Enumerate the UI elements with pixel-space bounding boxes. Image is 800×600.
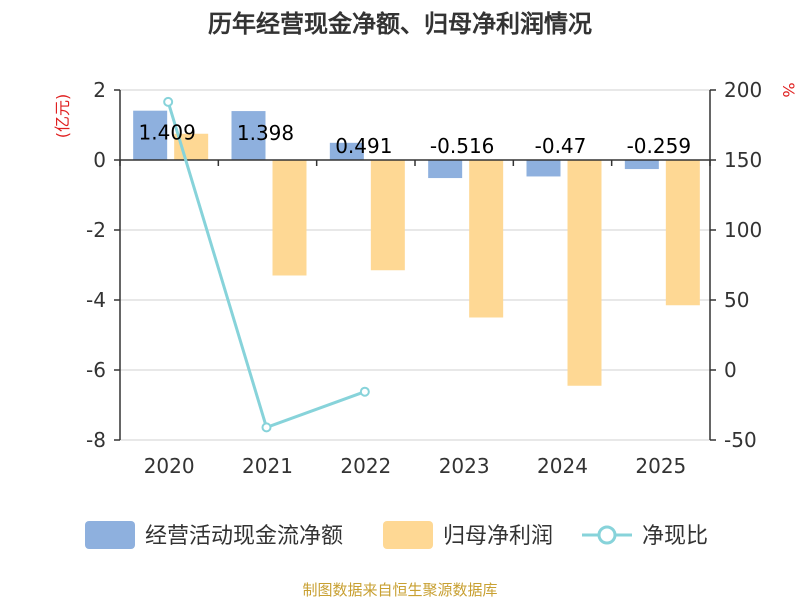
x-tick-label: 2023 bbox=[439, 454, 490, 478]
legend-swatch-cashflow bbox=[85, 521, 135, 549]
right-tick-label: -50 bbox=[724, 428, 757, 452]
bar-netprofit-2024 bbox=[567, 160, 602, 386]
left-tick-label: 0 bbox=[93, 148, 106, 172]
left-tick-label: -8 bbox=[86, 428, 106, 452]
data-labels: 1.409 1.398 0.491 -0.516 -0.47 -0.259 bbox=[139, 121, 692, 158]
x-tick-label: 2021 bbox=[242, 454, 293, 478]
bar-cashflow-2022 bbox=[329, 142, 364, 160]
data-label-cashflow-2020: 1.409 bbox=[139, 121, 196, 145]
left-tick-label: -2 bbox=[86, 218, 106, 242]
bars bbox=[133, 110, 700, 386]
x-tick-label: 2022 bbox=[340, 454, 391, 478]
bar-cashflow-2020 bbox=[133, 110, 168, 160]
left-tick-label: -6 bbox=[86, 358, 106, 382]
bar-netprofit-2022 bbox=[370, 160, 405, 271]
legend-label-cashflow: 经营活动现金流净额 bbox=[145, 524, 343, 549]
ratio-point-2022 bbox=[359, 386, 370, 397]
bar-netprofit-2021 bbox=[272, 160, 307, 276]
left-tick-label: -4 bbox=[86, 288, 106, 312]
x-tick-label: 2024 bbox=[537, 454, 588, 478]
bar-cashflow-2025 bbox=[624, 160, 659, 170]
right-tick-label: 200 bbox=[724, 78, 762, 102]
bar-netprofit-2023 bbox=[469, 160, 504, 318]
source-note: 制图数据来自恒生聚源数据库 bbox=[302, 581, 497, 599]
ratio-point-2021 bbox=[261, 422, 272, 433]
chart-title: 历年经营现金净额、归母净利润情况 bbox=[208, 10, 592, 38]
data-label-cashflow-2025: -0.259 bbox=[627, 134, 691, 158]
x-tick-label: 2025 bbox=[635, 454, 686, 478]
left-tick-label: 2 bbox=[93, 78, 106, 102]
legend-swatch-netprofit bbox=[383, 521, 433, 549]
x-tick-label: 2020 bbox=[144, 454, 195, 478]
axes bbox=[119, 90, 711, 440]
legend-label-netprofit: 归母净利润 bbox=[443, 524, 553, 549]
x-tick-labels: 2020 2021 2022 2023 2024 2025 bbox=[144, 454, 687, 478]
right-axis-unit: % bbox=[779, 82, 798, 97]
data-label-cashflow-2021: 1.398 bbox=[237, 121, 294, 145]
data-label-cashflow-2024: -0.47 bbox=[535, 134, 587, 158]
left-axis-unit: (亿元) bbox=[53, 94, 72, 139]
legend-marker-ratio bbox=[597, 525, 617, 545]
ratio-line bbox=[163, 96, 370, 433]
right-tick-label: 50 bbox=[724, 288, 749, 312]
data-label-cashflow-2022: 0.491 bbox=[335, 134, 392, 158]
right-tick-label: 100 bbox=[724, 218, 762, 242]
bar-cashflow-2021 bbox=[231, 111, 266, 160]
legend: 经营活动现金流净额 归母净利润 净现比 bbox=[85, 521, 708, 549]
legend-label-ratio: 净现比 bbox=[642, 524, 708, 549]
right-tick-label: 0 bbox=[724, 358, 737, 382]
data-label-cashflow-2023: -0.516 bbox=[430, 134, 494, 158]
bar-netprofit-2025 bbox=[665, 160, 700, 306]
left-tick-labels: 2 0 -2 -4 -6 -8 bbox=[86, 78, 106, 452]
right-tick-labels: 200 150 100 50 0 -50 bbox=[724, 78, 762, 452]
bar-cashflow-2024 bbox=[526, 160, 561, 177]
right-tick-label: 150 bbox=[724, 148, 762, 172]
ratio-point-2020 bbox=[163, 96, 174, 107]
bar-cashflow-2023 bbox=[428, 160, 463, 179]
